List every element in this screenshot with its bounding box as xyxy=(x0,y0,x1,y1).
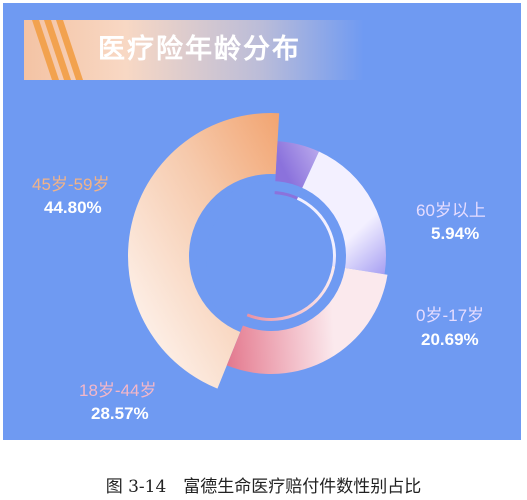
figure-caption: 图 3-14 富德生命医疗赔付件数性别占比 xyxy=(105,477,422,497)
label-45-59-category: 45岁-59岁 xyxy=(32,175,110,194)
label-18-44-category: 18岁-44岁 xyxy=(79,381,157,400)
label-0-17-value: 20.69% xyxy=(421,330,479,349)
slice-0-17 xyxy=(296,151,386,275)
label-18-44-value: 28.57% xyxy=(91,404,149,423)
donut-chart xyxy=(128,113,388,389)
label-60-plus-value: 5.94% xyxy=(431,224,480,243)
label-60-plus-category: 60岁以上 xyxy=(416,201,486,220)
title-banner: 医疗险年龄分布 xyxy=(24,20,364,80)
label-45-59-value: 44.80% xyxy=(44,198,102,217)
slice-45-59 xyxy=(128,113,280,389)
label-0-17-category: 0岁-17岁 xyxy=(416,306,485,325)
stripe-decoration-icon xyxy=(32,20,83,80)
chart-panel: 医疗险年龄分布 45岁-59岁 44.80% 60岁以上 5.94% 0岁-17… xyxy=(3,3,521,440)
chart-title: 医疗险年龄分布 xyxy=(98,34,301,65)
